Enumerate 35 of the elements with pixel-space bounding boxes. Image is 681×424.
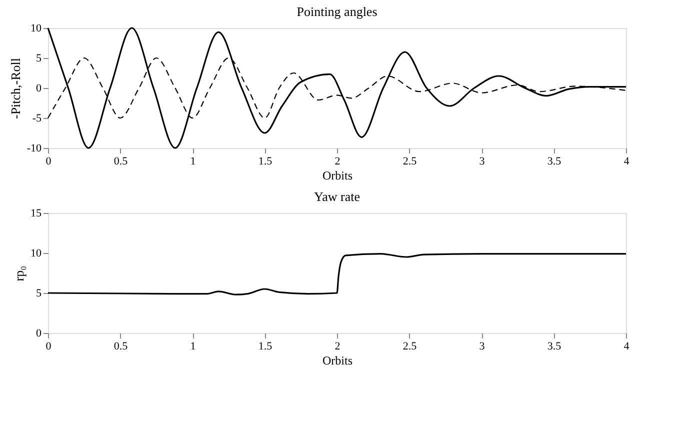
x-tick-label: 3	[479, 156, 486, 168]
x-tick-label: 1	[190, 340, 196, 352]
x-tick-label: 2	[334, 340, 340, 352]
y-tick-label: 15	[30, 208, 42, 220]
x-tick-label: 1	[190, 156, 196, 168]
x-axis-title: Orbits	[322, 168, 353, 182]
y-tick-label: 5	[36, 288, 42, 300]
y-axis-title: -Pitch,-Roll	[8, 58, 23, 120]
line-series	[47, 27, 627, 149]
chart-title: Pointing angles	[296, 4, 378, 19]
x-tick-label: 4	[624, 340, 630, 352]
y-tick-label: 10	[30, 248, 42, 260]
line-series	[47, 253, 627, 296]
x-tick-label: 0.5	[114, 340, 128, 352]
y-axis-title: rp₀	[12, 266, 26, 282]
x-tick-label: 1.5	[258, 340, 273, 352]
x-tick-label: 2	[334, 156, 340, 168]
y-tick-label: 0	[36, 328, 42, 340]
y-tick-label: -10	[26, 142, 42, 154]
x-tick-label: 2.5	[402, 156, 418, 168]
x-tick-label: 2.5	[402, 340, 418, 352]
y-tick-label: 5	[36, 52, 42, 64]
chart-title: Yaw rate	[314, 189, 360, 204]
y-tick-label: 10	[30, 22, 42, 34]
x-tick-label: 3.5	[547, 156, 562, 168]
x-tick-label: 0	[46, 340, 52, 352]
x-tick-label: 0	[46, 156, 52, 168]
x-tick-label: 3.5	[547, 340, 562, 352]
y-tick-label: 0	[36, 82, 42, 94]
x-tick-label: 0.5	[114, 156, 128, 168]
y-tick-label: -5	[32, 112, 42, 124]
x-tick-label: 3	[479, 340, 486, 352]
x-tick-label: 4	[624, 156, 630, 168]
x-tick-label: 1.5	[258, 156, 273, 168]
x-axis-title: Orbits	[322, 354, 353, 368]
